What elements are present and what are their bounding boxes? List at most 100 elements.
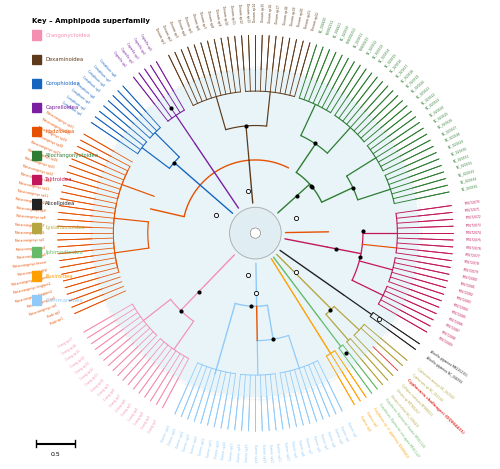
- Text: Gamm sp19: Gamm sp19: [214, 440, 220, 459]
- Text: MH902152: MH902152: [326, 19, 335, 36]
- Text: MH4002152: MH4002152: [346, 26, 358, 45]
- Text: NC_020335: NC_020335: [461, 184, 479, 191]
- Text: Dexam sp16: Dexam sp16: [268, 4, 274, 23]
- Text: Caprella sp3: Caprella sp3: [126, 42, 139, 60]
- Text: Gamm sp9: Gamm sp9: [290, 440, 297, 457]
- Text: Gamm sp4: Gamm sp4: [326, 431, 335, 447]
- Text: Gamm sp7: Gamm sp7: [304, 437, 312, 454]
- Text: Cyphocaris anonyx NC_062583: Cyphocaris anonyx NC_062583: [416, 367, 454, 400]
- Text: Corophium sp6: Corophium sp6: [86, 69, 105, 88]
- Text: Crang sp10: Crang sp10: [90, 378, 105, 393]
- Text: MT672077: MT672077: [465, 253, 481, 259]
- Text: Dexam sp13: Dexam sp13: [246, 3, 250, 23]
- Text: Crangonyctoidea: Crangonyctoidea: [46, 33, 90, 38]
- Bar: [32, 199, 41, 209]
- Text: Gamm sp18: Gamm sp18: [222, 442, 228, 461]
- Text: Dexam sp20: Dexam sp20: [298, 8, 305, 27]
- Bar: [32, 103, 41, 112]
- Text: Dexam sp19: Dexam sp19: [290, 6, 298, 26]
- Text: Crang sp7: Crang sp7: [108, 393, 122, 408]
- Text: Metacrangonyx sp15: Metacrangonyx sp15: [24, 156, 56, 170]
- Text: NC_020311: NC_020311: [352, 31, 364, 48]
- Text: Gamm sp24: Gamm sp24: [175, 431, 185, 449]
- Bar: [32, 295, 41, 305]
- Text: Metacrangonyx sp1: Metacrangonyx sp1: [29, 303, 58, 317]
- Text: Gamm sp14: Gamm sp14: [254, 444, 258, 462]
- Text: Metacrangonyx sp13: Metacrangonyx sp13: [20, 173, 52, 184]
- Text: NC_020315: NC_020315: [384, 52, 398, 68]
- Text: Crang sp12: Crang sp12: [80, 367, 95, 381]
- Bar: [32, 272, 41, 281]
- Text: Iphimedioidea: Iphimedioidea: [46, 250, 83, 255]
- Text: Corophium sp1: Corophium sp1: [61, 101, 82, 117]
- Text: Gamm sp17: Gamm sp17: [230, 443, 235, 461]
- Text: Cyphocaris sp NC_055189: Cyphocaris sp NC_055189: [410, 373, 443, 402]
- Text: Crang sp2: Crang sp2: [140, 415, 151, 430]
- Text: Metacrangonyx sp12: Metacrangonyx sp12: [18, 181, 50, 191]
- Text: Dexam sp1: Dexam sp1: [154, 27, 164, 45]
- Bar: [32, 247, 41, 257]
- Text: Eusiroidea: Eusiroidea: [46, 273, 73, 279]
- Text: Corophium sp3: Corophium sp3: [70, 88, 90, 105]
- Text: NC_020313: NC_020313: [372, 43, 384, 60]
- Text: MT672075: MT672075: [466, 238, 482, 243]
- Text: Gamm sp13: Gamm sp13: [260, 444, 266, 462]
- Text: MT672080: MT672080: [461, 275, 477, 282]
- Text: Gamm sp15: Gamm sp15: [246, 444, 250, 462]
- Text: NC_020334: NC_020334: [460, 176, 477, 184]
- Text: NC_020322: NC_020322: [420, 91, 436, 105]
- Text: Metacrangonyx sp8: Metacrangonyx sp8: [16, 214, 45, 220]
- Text: MT672089: MT672089: [437, 337, 452, 348]
- Text: Metacrangonyx sp19: Metacrangonyx sp19: [37, 125, 67, 143]
- Text: Hadz sp1: Hadz sp1: [49, 317, 64, 326]
- Text: Gamm sp8: Gamm sp8: [298, 439, 304, 456]
- Text: NC_020331: NC_020331: [453, 153, 470, 163]
- Text: Metacrangonyx sp20: Metacrangonyx sp20: [40, 118, 70, 136]
- Text: Alicella gigantea MK2152151: Alicella gigantea MK2152151: [429, 349, 468, 377]
- Text: Gamm sp25: Gamm sp25: [168, 428, 178, 446]
- Text: Dexam sp18: Dexam sp18: [282, 5, 290, 24]
- Text: Eurythenes (Epimeria) corrugata MF361127: Eurythenes (Epimeria) corrugata MF361127: [378, 402, 420, 458]
- Text: Caprella sp5: Caprella sp5: [139, 33, 151, 52]
- Text: Hadzioidea: Hadzioidea: [46, 129, 74, 134]
- Text: Dexam sp4: Dexam sp4: [176, 18, 185, 36]
- Text: Crang sp1: Crang sp1: [148, 418, 158, 434]
- Text: Key – Amphipoda superfamily: Key – Amphipoda superfamily: [32, 18, 150, 24]
- Text: Alicella gigantea NC_044765: Alicella gigantea NC_044765: [425, 356, 463, 384]
- Text: MT672081: MT672081: [460, 282, 475, 290]
- Text: Dexam sp9: Dexam sp9: [214, 8, 220, 26]
- Text: Metacrangonyx sp10: Metacrangonyx sp10: [15, 197, 47, 206]
- Text: Gamm sp21: Gamm sp21: [198, 437, 206, 456]
- Text: NC_020321: NC_020321: [416, 85, 432, 99]
- Text: NC_020319: NC_020319: [406, 73, 421, 88]
- Text: Dexam sp6: Dexam sp6: [190, 13, 199, 31]
- Text: Crang sp15: Crang sp15: [65, 349, 82, 363]
- Text: Metacrangonyx sp11: Metacrangonyx sp11: [16, 189, 48, 198]
- Text: Gamm sp2: Gamm sp2: [340, 425, 349, 442]
- Text: Gamm sp11: Gamm sp11: [276, 443, 281, 461]
- Text: Uristes sp MT766257: Uristes sp MT766257: [395, 388, 419, 415]
- Text: NC_020326: NC_020326: [437, 117, 454, 129]
- Text: Metacrangonyx longipes2: Metacrangonyx longipes2: [13, 282, 52, 295]
- Text: MT672071: MT672071: [465, 207, 481, 213]
- Text: Metacrangonyx sp17: Metacrangonyx sp17: [30, 141, 60, 156]
- Text: Alicelloidea: Alicelloidea: [46, 201, 76, 206]
- Text: Gammaroidea: Gammaroidea: [46, 298, 83, 303]
- Text: Metacrangonyx sp5: Metacrangonyx sp5: [15, 238, 44, 243]
- Text: Eusirus sp2: Eusirus sp2: [359, 415, 371, 432]
- Text: NC_020314: NC_020314: [378, 47, 391, 64]
- Text: NC_020328: NC_020328: [444, 131, 462, 143]
- Text: Crang sp16: Crang sp16: [61, 343, 78, 356]
- Text: Corophium sp4: Corophium sp4: [76, 82, 95, 99]
- Text: Cyphocaris challengeri (DQ064431): Cyphocaris challengeri (DQ064431): [406, 378, 464, 435]
- Bar: [32, 151, 41, 160]
- Text: Caprella sp2: Caprella sp2: [119, 46, 133, 64]
- Text: Corophioidea: Corophioidea: [46, 81, 80, 86]
- Text: Dexam sp15: Dexam sp15: [260, 3, 266, 23]
- Text: Dexam sp17: Dexam sp17: [276, 4, 281, 23]
- Text: MT672082: MT672082: [458, 289, 473, 297]
- Text: Crang sp3: Crang sp3: [134, 411, 145, 426]
- Text: Caprella sp4: Caprella sp4: [132, 38, 145, 55]
- Text: Dexam sp8: Dexam sp8: [206, 10, 214, 27]
- Text: NC_020327: NC_020327: [440, 124, 458, 136]
